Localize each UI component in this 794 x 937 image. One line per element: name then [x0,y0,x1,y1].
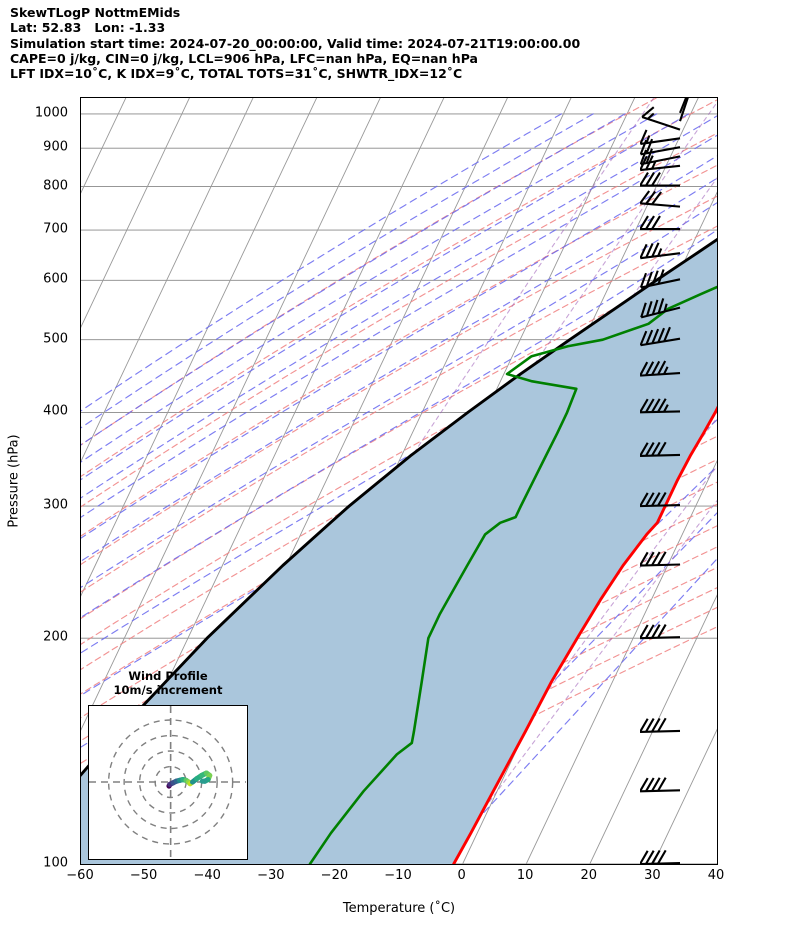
y-tick-label: 600 [43,271,68,287]
location-line: Lat: 52.83 Lon: -1.33 [10,20,166,36]
title-line: SkewTLogP NottmEMids [10,5,181,20]
dry-adiabat-line [81,99,717,478]
moist-adiabat-line [81,113,658,463]
y-tick-label: 100 [43,855,68,871]
header-block: SkewTLogP NottmEMids Lat: 52.83 Lon: -1.… [10,5,790,81]
mixing-ratio-line [465,499,717,834]
wind-barb [640,849,681,865]
wind-barb [640,155,681,172]
x-tick-label: −10 [384,868,412,883]
wind-barb [640,138,681,156]
moist-adiabat-line [435,558,717,864]
wind-barb [640,360,681,377]
hodograph-ring [123,734,218,830]
wind-barb [640,717,681,733]
moist-adiabat-line [81,229,717,619]
wind-barb [679,97,690,122]
wind-profile-title: Wind Profile 10m/s increment [113,669,223,697]
y-axis-title: Pressure (hPa) [6,434,22,528]
x-tick-label: 10 [516,868,534,883]
isotherm-line [144,98,508,864]
wind-barb [640,215,680,231]
y-tick-label: 800 [43,178,68,194]
wind-barb [640,326,681,347]
x-axis-title: Temperature (˚C) [342,901,456,916]
wind-barb [640,777,681,793]
dry-adiabat-line [130,546,717,859]
moist-adiabat-line [81,113,562,412]
y-tick-label: 700 [43,221,68,237]
wind-profile-inset: Wind Profile 10m/s increment [88,669,248,860]
wind-barb [640,172,680,187]
isotherm-line [81,98,318,597]
y-tick-label: 900 [43,139,68,155]
y-tick-label: 200 [43,629,68,645]
isotherm-line [525,460,717,864]
wind-barb [640,269,681,289]
dry-adiabat-line [97,525,717,859]
moist-adiabat-line [81,115,717,499]
x-tick-label: −60 [66,868,94,883]
x-tick-label: −20 [320,868,349,883]
y-tick-label: 300 [43,497,68,513]
y-tick-label: 400 [43,403,68,419]
wind-barb [640,491,681,508]
x-tick-label: −50 [129,868,158,883]
hodograph-canvas [89,706,246,858]
wind-barb [640,624,681,640]
parcel-path-curve [81,237,717,777]
isotherm-line [81,98,445,864]
isotherm-line [81,98,127,194]
temperature-curve [452,405,717,864]
y-tick-label: 500 [43,331,68,347]
wind-barb-column [640,97,690,865]
indices-line: LFT IDX=10˚C, K IDX=9˚C, TOTAL TOTS=31˚C… [10,66,463,82]
isotherm-line [81,98,254,463]
wind-barb [641,106,681,131]
isotherm-line [81,98,190,328]
mixing-ratio-line [218,101,717,834]
y-tick-label: 1000 [34,105,68,121]
x-tick-label: 30 [644,868,661,883]
moist-adiabat-line [81,177,717,562]
x-tick-label: 0 [457,868,466,883]
cape-line: CAPE=0 j/kg, CIN=0 j/kg, LCL=906 hPa, LF… [10,50,478,66]
wind-barb [679,97,688,114]
wind-barb [640,129,681,145]
wind-barb [640,190,681,208]
wind-barb [640,398,681,414]
dry-adiabat-line [81,225,717,593]
wind-barb [640,298,681,319]
wind-barb [640,441,681,457]
dry-adiabat-line [81,195,717,565]
time-line: Simulation start time: 2024-07-20_00:00:… [10,35,581,51]
moist-adiabat-line [81,202,717,588]
moist-adiabat-line [81,155,717,539]
wind-barb [640,148,681,166]
wind-barb [640,242,681,260]
moist-adiabat-line [81,113,626,446]
x-tick-label: 40 [707,868,725,883]
x-tick-label: −40 [193,868,221,883]
dewpoint-curve [308,285,717,864]
x-tick-label: 20 [580,868,598,883]
moist-adiabat-line [81,113,690,481]
hodograph-box [88,705,248,860]
x-tick-label: −30 [257,868,285,883]
wind-barb [640,551,681,567]
